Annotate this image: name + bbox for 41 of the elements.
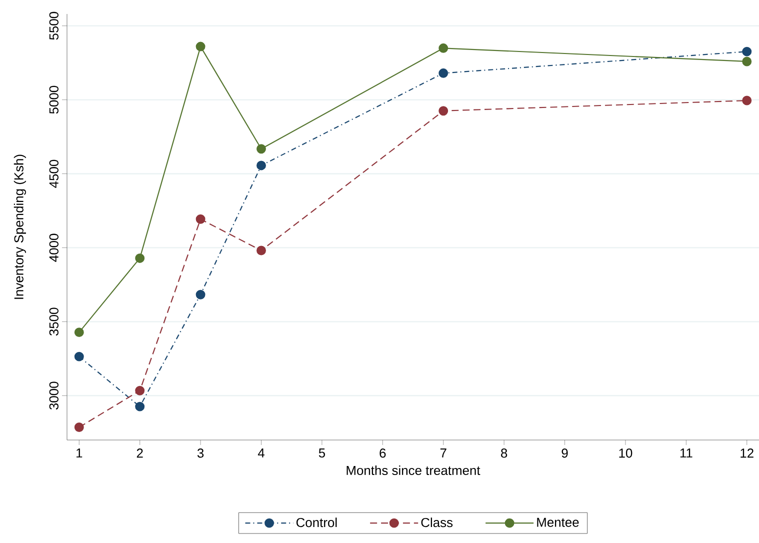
y-tick-label: 3500	[49, 308, 58, 336]
y-tick-label: 3000	[49, 382, 58, 410]
point	[135, 402, 145, 412]
x-tick-label: 7	[440, 448, 446, 458]
point	[74, 422, 84, 432]
point	[256, 246, 266, 256]
x-tick-label: 3	[197, 448, 204, 458]
point	[438, 43, 448, 53]
point	[256, 160, 266, 170]
x-tick-label: 8	[501, 448, 508, 458]
legend-label: Class	[421, 518, 453, 528]
point	[742, 46, 752, 56]
point	[742, 56, 752, 66]
x-axis-title: Months since treatment	[346, 466, 480, 476]
point	[74, 328, 84, 338]
x-tick-label: 9	[562, 448, 568, 458]
legend-label: Mentee	[537, 518, 579, 527]
point	[135, 386, 145, 396]
x-tick-label: 2	[136, 448, 143, 458]
x-tick-label: 5	[318, 448, 326, 458]
x-tick-label: 10	[619, 448, 632, 458]
point	[135, 253, 145, 263]
point	[74, 352, 84, 362]
x-tick-label: 6	[380, 448, 386, 458]
x-tick-label: 1	[76, 448, 82, 458]
y-tick-label: 5500	[49, 12, 58, 40]
x-tick-label: 12	[740, 448, 754, 458]
y-tick-label: 5000	[49, 86, 58, 114]
x-tick-label: 4	[258, 448, 264, 458]
y-axis-title: Inventory Spending (Ksh)	[14, 154, 26, 299]
point	[438, 68, 448, 78]
x-tick-label: 11	[680, 448, 692, 458]
point	[256, 144, 266, 154]
point	[196, 42, 206, 52]
point	[438, 106, 448, 116]
y-tick-label: 4000	[49, 234, 58, 262]
point	[196, 214, 206, 224]
y-tick-label: 4500	[49, 160, 58, 188]
point	[196, 290, 206, 300]
point	[742, 96, 752, 106]
legend-label: Control	[296, 518, 337, 528]
